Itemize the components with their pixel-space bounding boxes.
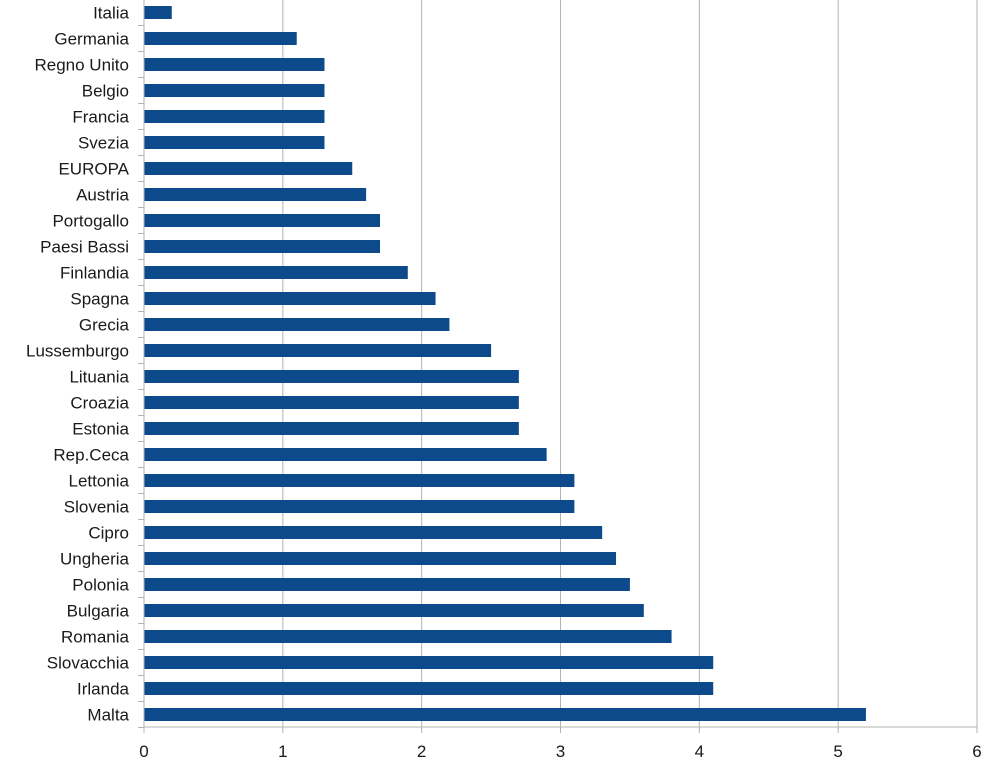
bar-cipro <box>144 526 603 539</box>
category-label: Austria <box>76 186 129 205</box>
bar-bulgaria <box>144 604 644 617</box>
category-label: Regno Unito <box>34 56 129 75</box>
category-label: Croazia <box>70 394 129 413</box>
bar-austria <box>144 188 367 201</box>
x-tick-label: 0 <box>139 742 148 761</box>
x-tick-label: 3 <box>556 742 565 761</box>
bar-croazia <box>144 396 519 409</box>
bar-spagna <box>144 292 436 305</box>
bar-lettonia <box>144 474 575 487</box>
bars <box>144 6 866 721</box>
bar-europa <box>144 162 353 175</box>
x-tick-label: 1 <box>278 742 287 761</box>
axes <box>138 0 978 733</box>
category-label: Portogallo <box>52 212 129 231</box>
category-label: Germania <box>54 30 129 49</box>
bar-grecia <box>144 318 450 331</box>
category-label: Rep.Ceca <box>53 446 129 465</box>
category-label: Belgio <box>82 82 129 101</box>
x-tick-label: 6 <box>972 742 981 761</box>
bar-regno-unito <box>144 58 325 71</box>
category-label: Grecia <box>79 316 130 335</box>
category-label: Ungheria <box>60 550 130 569</box>
x-tick-label: 5 <box>833 742 842 761</box>
bar-belgio <box>144 84 325 97</box>
category-label: Slovenia <box>64 498 130 517</box>
bar-francia <box>144 110 325 123</box>
category-label: Malta <box>87 706 129 725</box>
bar-portogallo <box>144 214 381 227</box>
bar-lituania <box>144 370 519 383</box>
bar-italia <box>144 6 172 19</box>
bar-finlandia <box>144 266 408 279</box>
grid-lines <box>282 0 978 727</box>
category-label: Romania <box>61 628 130 647</box>
bar-paesi-bassi <box>144 240 381 253</box>
category-label: Slovacchia <box>47 654 130 673</box>
category-label: Spagna <box>70 290 129 309</box>
category-label: Lussemburgo <box>26 342 129 361</box>
category-label: Finlandia <box>60 264 130 283</box>
category-label: Lettonia <box>69 472 130 491</box>
category-label: Bulgaria <box>67 602 130 621</box>
bar-romania <box>144 630 672 643</box>
bar-germania <box>144 32 297 45</box>
bar-malta <box>144 708 866 721</box>
bar-svezia <box>144 136 325 149</box>
category-label: Cipro <box>88 524 129 543</box>
x-tick-label: 2 <box>417 742 426 761</box>
bar-irlanda <box>144 682 714 695</box>
bar-ungheria <box>144 552 617 565</box>
category-label: Irlanda <box>77 680 130 699</box>
bar-rep-ceca <box>144 448 547 461</box>
category-label: EUROPA <box>58 160 129 179</box>
bar-polonia <box>144 578 630 591</box>
x-tick-labels: 0 1 2 3 4 5 6 <box>139 742 981 761</box>
bar-estonia <box>144 422 519 435</box>
category-label: Lituania <box>69 368 129 387</box>
category-label: Polonia <box>72 576 129 595</box>
bar-slovacchia <box>144 656 714 669</box>
category-label: Estonia <box>72 420 129 439</box>
bar-slovenia <box>144 500 575 513</box>
bar-lussemburgo <box>144 344 492 357</box>
category-labels: Italia Germania Regno Unito Belgio Francia Sv… <box>26 4 130 725</box>
category-label: Svezia <box>78 134 130 153</box>
category-label: Italia <box>93 4 129 23</box>
category-label: Francia <box>72 108 129 127</box>
x-tick-label: 4 <box>695 742 704 761</box>
category-label: Paesi Bassi <box>40 238 129 257</box>
